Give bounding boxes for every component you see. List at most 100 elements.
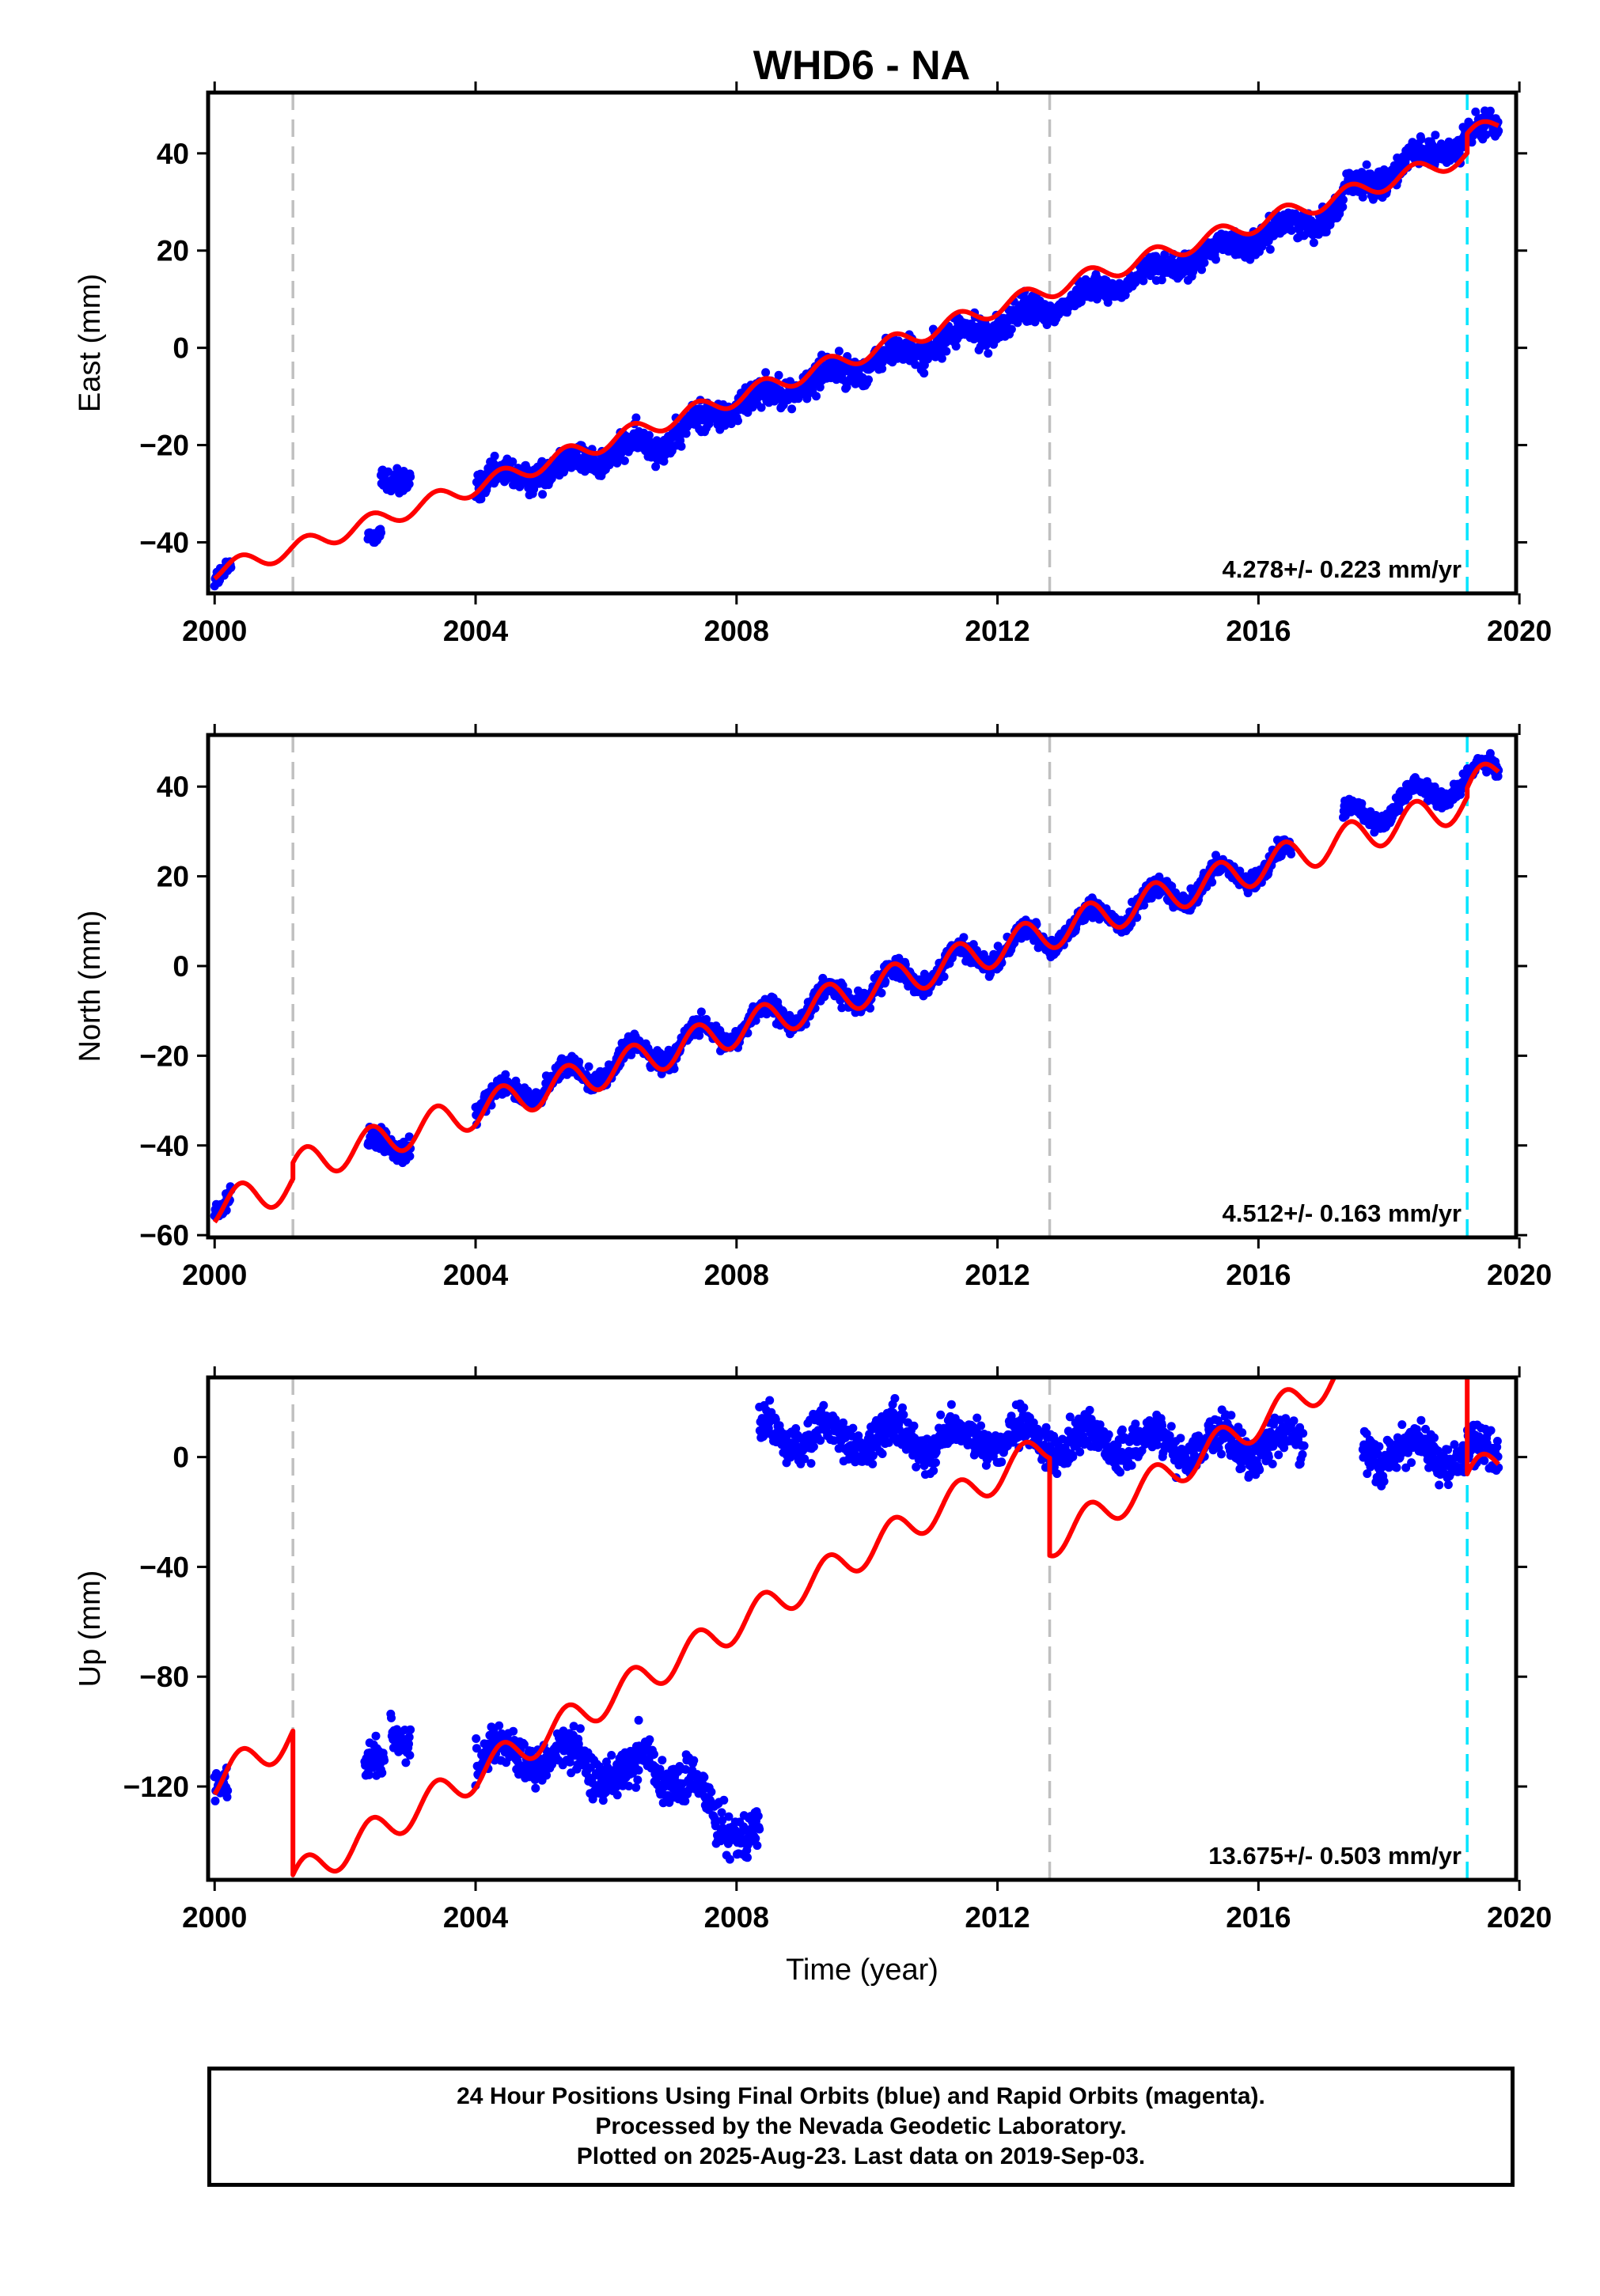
obs-point (899, 1410, 908, 1419)
obs-point (377, 1768, 387, 1778)
obs-point (377, 528, 385, 537)
obs-point (806, 1459, 816, 1468)
obs-point (819, 1400, 828, 1410)
obs-point (681, 429, 691, 438)
obs-point (689, 1756, 699, 1765)
obs-point (984, 349, 993, 358)
obs-point (881, 977, 890, 986)
obs-point (380, 1756, 389, 1765)
obs-point (1309, 238, 1318, 248)
model-line-east (213, 119, 1500, 581)
x-tick-label-east: 2016 (1226, 615, 1291, 647)
obs-point (702, 1014, 711, 1024)
obs-point (371, 1731, 381, 1741)
obs-point (574, 1057, 584, 1067)
obs-point (812, 392, 821, 401)
x-tick-label-east: 2008 (704, 615, 769, 647)
obs-point (1287, 225, 1296, 235)
obs-point (1211, 255, 1220, 264)
obs-point (787, 404, 797, 414)
rate-label-east: 4.278+/- 0.223 mm/yr (1223, 555, 1462, 583)
obs-point (651, 462, 661, 472)
obs-point (1235, 233, 1245, 243)
x-tick-label-east: 2000 (182, 615, 247, 647)
obs-point (755, 1824, 764, 1834)
x-tick-label-north: 2008 (704, 1259, 769, 1291)
obs-point (650, 1749, 658, 1759)
obs-point (761, 368, 771, 377)
obs-point (644, 430, 654, 440)
obs-point (210, 1796, 220, 1805)
obs-point (1076, 297, 1086, 306)
obs-point (522, 464, 532, 473)
obs-point (634, 1715, 643, 1725)
obs-point (848, 1423, 858, 1433)
obs-point (909, 1421, 919, 1430)
obs-point (834, 347, 844, 356)
obs-point (476, 494, 486, 504)
obs-point (223, 1786, 233, 1795)
obs-point (951, 342, 961, 351)
obs-point (1007, 324, 1016, 334)
x-tick-label-east: 2012 (965, 615, 1029, 647)
obs-point (890, 1394, 900, 1403)
obs-point (1200, 258, 1209, 267)
obs-point (1481, 130, 1491, 139)
obs-point (1287, 850, 1296, 858)
obs-point (607, 1751, 616, 1760)
obs-point (937, 354, 946, 363)
obs-point (1167, 881, 1177, 891)
obs-point (1147, 893, 1156, 903)
obs-point (959, 933, 969, 942)
obs-point (1471, 107, 1481, 116)
obs-point (1197, 265, 1207, 275)
obs-point (1157, 275, 1166, 285)
obs-point (620, 456, 629, 465)
obs-point (753, 1841, 762, 1851)
obs-point (700, 1772, 709, 1782)
obs-point (634, 1766, 643, 1775)
obs-point (911, 360, 920, 369)
chart-title: WHD6 - NA (753, 43, 970, 89)
x-tick-label-north: 2012 (965, 1259, 1029, 1291)
y-tick-label-north: −20 (139, 1040, 189, 1072)
obs-point (1416, 135, 1426, 144)
obs-point (612, 1790, 622, 1800)
obs-point (1357, 799, 1367, 809)
obs-point (1265, 244, 1275, 254)
obs-point (384, 467, 393, 476)
obs-point (1120, 290, 1130, 300)
obs-point (404, 1132, 414, 1142)
obs-point (631, 413, 641, 422)
obs-point (1338, 203, 1348, 211)
obs-point (1339, 195, 1348, 204)
obs-point (633, 1775, 643, 1785)
obs-point (986, 969, 995, 979)
y-tick-label-east: 20 (157, 235, 189, 267)
obs-point (404, 1733, 414, 1742)
obs-point (878, 364, 887, 373)
obs-point (765, 1396, 775, 1405)
obs-point (734, 416, 742, 426)
plot-area-up (210, 1377, 1503, 1880)
observations-up (210, 1394, 1503, 1864)
obs-point (538, 490, 548, 499)
panel-north: 2000 2004 2008 2012 2016 2020−60−40−2002040No… (74, 724, 1552, 1291)
obs-point (575, 1724, 585, 1733)
obs-point (756, 403, 766, 412)
obs-point (490, 451, 499, 460)
obs-point (753, 1811, 763, 1821)
obs-point (1431, 131, 1440, 140)
obs-point (1458, 142, 1467, 152)
obs-point (1155, 872, 1164, 881)
obs-point (774, 370, 783, 380)
obs-point (929, 1466, 938, 1476)
x-tick-label-north: 2000 (182, 1259, 247, 1291)
obs-point (936, 1410, 946, 1419)
obs-point (839, 1418, 848, 1427)
y-axis-title-north: North (mm) (74, 910, 107, 1062)
obs-point (696, 1007, 706, 1017)
obs-point (946, 1400, 956, 1409)
obs-point (584, 1062, 593, 1071)
